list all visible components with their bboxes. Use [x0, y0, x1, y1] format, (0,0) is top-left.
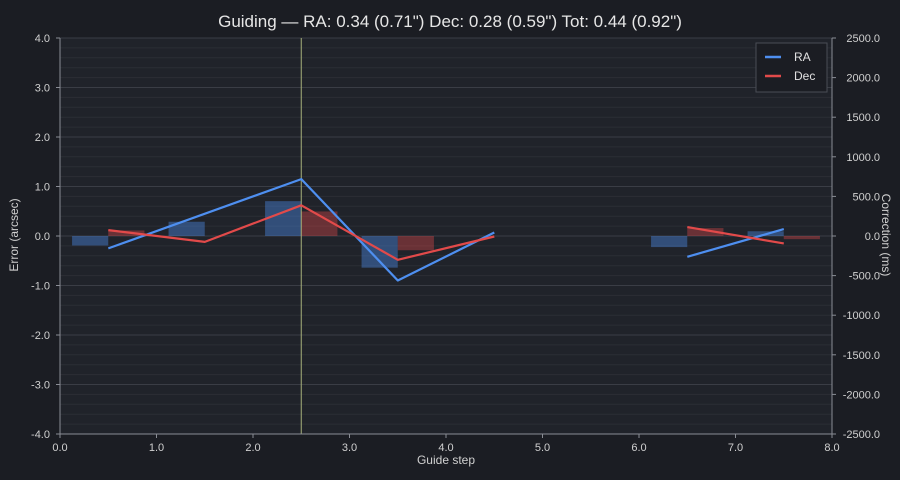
y2-axis-label: Correction (ms) — [879, 194, 893, 277]
x-tick-label: 5.0 — [535, 442, 550, 454]
y-tick-label: 2.0 — [35, 132, 50, 144]
series-line-dec — [108, 204, 495, 261]
legend-label-ra: RA — [794, 50, 811, 64]
correction-bar-ra — [168, 221, 205, 236]
axes — [56, 37, 836, 438]
x-tick-label: 6.0 — [631, 442, 646, 454]
x-tick-label: 7.0 — [728, 442, 743, 454]
grid — [60, 37, 832, 435]
correction-bar-dec — [397, 236, 434, 251]
legend-box — [755, 42, 828, 93]
y2-tick-label: 500.0 — [852, 191, 880, 203]
y2-tick-label: -500.0 — [849, 271, 880, 283]
x-axis-label: Guide step — [417, 453, 475, 467]
x-tick-label: 0.0 — [52, 442, 67, 454]
tick-labels: 0.0 1.0 2.0 3.0 4.0 5.0 6.0 7.0 8.0 -4.0 -3.0 -2.0 -… — [31, 33, 880, 454]
correction-bar-dec — [687, 228, 724, 236]
y-tick-label: -1.0 — [31, 281, 50, 293]
series-line-ra — [107, 178, 495, 282]
y-tick-label: -3.0 — [31, 380, 50, 392]
y2-tick-label: 1000.0 — [846, 152, 880, 164]
series-line-dec — [687, 226, 784, 245]
y-tick-label: 0.0 — [35, 231, 50, 243]
y2-tick-label: 1500.0 — [846, 112, 880, 124]
correction-bar-ra — [72, 236, 109, 246]
error-lines — [107, 178, 785, 282]
y-tick-label: 1.0 — [35, 182, 50, 194]
correction-bars — [72, 201, 820, 268]
chart-title: Guiding — RA: 0.34 (0.71") Dec: 0.28 (0.… — [218, 12, 682, 31]
y2-tick-label: -1000.0 — [843, 310, 880, 322]
legend: RA Dec — [755, 42, 828, 93]
x-tick-label: 4.0 — [438, 442, 453, 454]
y-axis-label: Error (arcsec) — [7, 198, 21, 271]
y2-tick-label: 2500.0 — [846, 33, 880, 45]
y-tick-label: -2.0 — [31, 330, 50, 342]
series-line-ra — [686, 228, 785, 258]
x-tick-label: 3.0 — [342, 442, 357, 454]
x-tick-label: 2.0 — [245, 442, 260, 454]
y2-tick-label: -2500.0 — [843, 429, 880, 441]
correction-bar-dec — [783, 236, 820, 240]
y-tick-label: 4.0 — [35, 33, 50, 45]
y2-tick-label: -2000.0 — [843, 389, 880, 401]
y2-tick-label: -1500.0 — [843, 350, 880, 362]
y-tick-label: 3.0 — [35, 83, 50, 95]
x-tick-label: 8.0 — [824, 442, 839, 454]
legend-label-dec: Dec — [794, 69, 815, 83]
x-tick-label: 1.0 — [149, 442, 164, 454]
y2-tick-label: 0.0 — [865, 231, 880, 243]
correction-bar-ra — [651, 236, 688, 248]
y-tick-label: -4.0 — [31, 429, 50, 441]
y2-tick-label: 2000.0 — [846, 73, 880, 85]
